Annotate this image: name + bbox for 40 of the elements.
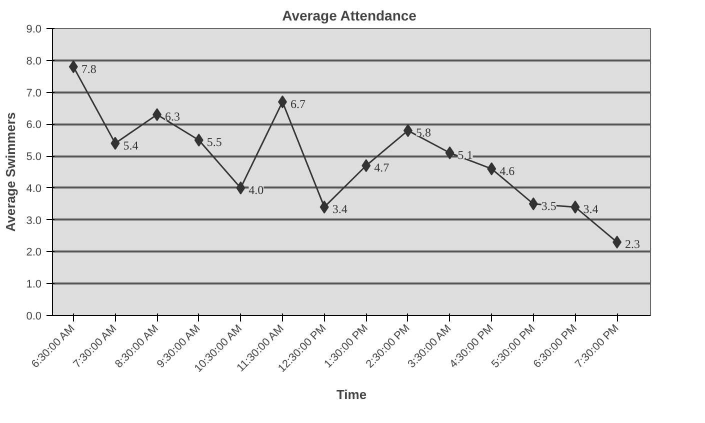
point: [320, 200, 329, 214]
y-tick-label: 5.0: [26, 151, 42, 164]
y-tick-label: 1.0: [26, 278, 42, 291]
point: [570, 200, 580, 214]
y-tick-label: 3.0: [26, 214, 42, 227]
point: [110, 136, 120, 150]
y-tick-label: 2.0: [26, 246, 42, 259]
y-tick-label: 0.0: [26, 310, 42, 322]
point: [362, 159, 371, 172]
data-label: 5.4: [123, 138, 138, 152]
data-label: 3.4: [583, 202, 598, 216]
y-tick-label: 6.0: [26, 119, 42, 132]
data-label: 5.1: [458, 148, 473, 162]
data-label: 2.3: [625, 237, 640, 252]
y-axis-title: Average Swimmers: [3, 112, 18, 232]
y-tick-label: 9.0: [26, 24, 42, 36]
data-label: 4.6: [500, 164, 515, 178]
point: [152, 108, 162, 122]
data-label: 5.8: [416, 126, 431, 140]
point: [403, 124, 412, 138]
point: [236, 181, 246, 194]
data-label: 3.4: [332, 202, 348, 216]
point: [194, 134, 204, 147]
point: [612, 236, 622, 249]
point: [487, 162, 496, 176]
point: [445, 146, 454, 160]
data-label: 7.8: [81, 62, 96, 76]
data-label: 6.3: [165, 110, 180, 124]
data-label: 4.0: [248, 182, 264, 197]
data-label: 5.5: [206, 135, 222, 150]
data-label: 3.5: [541, 198, 556, 213]
x-axis-title: Time: [336, 387, 367, 402]
chart-title: Average Attendance: [282, 8, 417, 24]
data-label: 6.7: [290, 96, 306, 111]
y-tick-label: 8.0: [26, 55, 42, 68]
y-tick-label: 4.0: [26, 182, 42, 195]
data-label: 4.7: [374, 160, 390, 175]
y-tick-label: 7.0: [26, 87, 42, 100]
point: [68, 60, 78, 74]
point: [528, 197, 538, 210]
